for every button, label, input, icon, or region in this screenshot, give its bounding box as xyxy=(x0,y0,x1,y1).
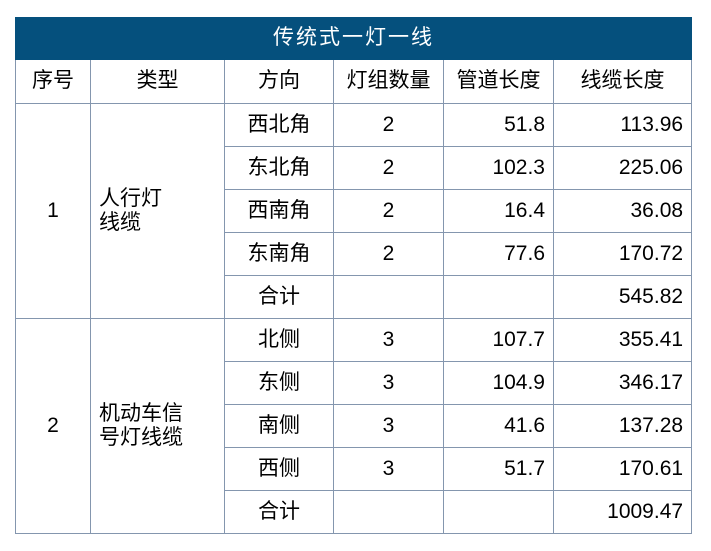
cell-quantity: 2 xyxy=(333,189,444,233)
grand-total-quantity xyxy=(333,490,444,534)
cell-cable-length: 355.41 xyxy=(552,318,693,362)
cell-pipe-length: 102.3 xyxy=(443,146,554,190)
cell-pipe-length: 104.9 xyxy=(443,361,554,405)
group-type-cell: 人行灯 线缆 xyxy=(90,103,225,319)
cell-cable-length: 113.96 xyxy=(552,103,693,147)
cell-direction: 南侧 xyxy=(224,404,334,448)
subtotal-label: 合计 xyxy=(224,275,334,319)
group-type-line-2: 号灯线缆 xyxy=(99,426,183,449)
cell-quantity: 3 xyxy=(333,404,444,448)
cell-quantity: 2 xyxy=(333,232,444,276)
table-title: 传统式一灯一线 xyxy=(14,17,693,60)
cell-pipe-length: 51.8 xyxy=(443,103,554,147)
spreadsheet-table-container: 传统式一灯一线 序号 类型 方向 灯组数量 管道长度 线缆长度 1 人行灯 线缆… xyxy=(14,17,693,534)
grand-total-cable-length: 1009.47 xyxy=(552,490,693,534)
table-row: 东侧 3 104.9 346.17 xyxy=(16,361,693,405)
cell-pipe-length: 107.7 xyxy=(443,318,554,362)
grand-total-label: 合计 xyxy=(224,490,334,534)
subtotal-quantity xyxy=(333,275,444,319)
table-grand-total-row: 合计 1009.47 xyxy=(16,490,693,534)
cell-direction: 西侧 xyxy=(224,447,334,491)
cell-cable-length: 170.72 xyxy=(552,232,693,276)
cell-direction: 东侧 xyxy=(224,361,334,405)
cell-cable-length: 36.08 xyxy=(552,189,693,233)
table-header-row: 序号 类型 方向 灯组数量 管道长度 线缆长度 xyxy=(15,59,693,104)
table-row: 西南角 2 16.4 36.08 xyxy=(16,189,693,233)
cell-quantity: 3 xyxy=(333,318,444,362)
group-index-cell: 2 xyxy=(15,318,91,534)
cell-cable-length: 137.28 xyxy=(552,404,693,448)
table-title-row: 传统式一灯一线 xyxy=(14,17,693,60)
cell-pipe-length: 77.6 xyxy=(443,232,554,276)
column-header-cable-length: 线缆长度 xyxy=(552,59,693,104)
column-header-type: 类型 xyxy=(90,59,225,104)
table-row: 东南角 2 77.6 170.72 xyxy=(16,232,693,276)
column-header-quantity: 灯组数量 xyxy=(333,59,444,104)
table-row: 西侧 3 51.7 170.61 xyxy=(16,447,693,491)
cell-direction: 北侧 xyxy=(224,318,334,362)
group-type-line-2: 线缆 xyxy=(99,211,141,234)
cell-pipe-length: 16.4 xyxy=(443,189,554,233)
summary-table: 传统式一灯一线 序号 类型 方向 灯组数量 管道长度 线缆长度 1 人行灯 线缆… xyxy=(14,17,693,534)
table-row: 2 机动车信 号灯线缆 北侧 3 107.7 355.41 xyxy=(15,318,693,534)
subtotal-pipe-length xyxy=(443,275,554,319)
cell-pipe-length: 51.7 xyxy=(443,447,554,491)
table-row: 东北角 2 102.3 225.06 xyxy=(16,146,693,190)
group-index-cell: 1 xyxy=(15,103,91,319)
column-header-pipe-length: 管道长度 xyxy=(443,59,554,104)
table-subtotal-row: 合计 545.82 xyxy=(16,275,693,319)
cell-quantity: 3 xyxy=(333,361,444,405)
grand-total-pipe-length xyxy=(443,490,554,534)
cell-direction: 东北角 xyxy=(224,146,334,190)
cell-quantity: 3 xyxy=(333,447,444,491)
group-type-line-1: 人行灯 xyxy=(99,187,162,211)
cell-quantity: 2 xyxy=(333,146,444,190)
cell-pipe-length: 41.6 xyxy=(443,404,554,448)
cell-direction: 东南角 xyxy=(224,232,334,276)
cell-cable-length: 225.06 xyxy=(552,146,693,190)
column-header-index: 序号 xyxy=(15,59,91,104)
cell-cable-length: 170.61 xyxy=(552,447,693,491)
cell-direction: 西南角 xyxy=(224,189,334,233)
table-row: 南侧 3 41.6 137.28 xyxy=(16,404,693,448)
cell-cable-length: 346.17 xyxy=(552,361,693,405)
group-type-line-1: 机动车信 xyxy=(99,402,183,426)
column-header-direction: 方向 xyxy=(224,59,334,104)
cell-direction: 西北角 xyxy=(224,103,334,147)
cell-quantity: 2 xyxy=(333,103,444,147)
table-row: 1 人行灯 线缆 西北角 2 51.8 113.96 xyxy=(15,103,693,319)
group-type-cell: 机动车信 号灯线缆 xyxy=(90,318,225,534)
subtotal-cable-length: 545.82 xyxy=(552,275,693,319)
